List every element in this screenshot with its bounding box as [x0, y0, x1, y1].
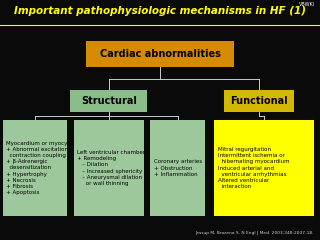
- FancyBboxPatch shape: [70, 90, 147, 112]
- FancyBboxPatch shape: [224, 90, 294, 112]
- Text: Structural: Structural: [81, 96, 137, 106]
- Text: Cardiac abnormalities: Cardiac abnormalities: [100, 49, 220, 59]
- FancyBboxPatch shape: [214, 120, 314, 216]
- Text: Left ventricular chamber
+ Remodeling
   – Dilation
   – Increased sphericity
  : Left ventricular chamber + Remodeling – …: [77, 150, 145, 186]
- Text: Important pathophysiologic mechanisms in HF (1): Important pathophysiologic mechanisms in…: [14, 6, 306, 16]
- Text: Mitral regurgitation
Intermittent ischemia or
  hibernating myocardium
Induced a: Mitral regurgitation Intermittent ischem…: [218, 147, 289, 189]
- Text: Myocardium or myocyte
+ Abnormal excitation-
  contraction coupling
+ β-Adrenerg: Myocardium or myocyte + Abnormal excitat…: [6, 141, 73, 195]
- Text: Coronary arteries
+ Obstruction
+ Inflammation: Coronary arteries + Obstruction + Inflam…: [154, 159, 202, 177]
- FancyBboxPatch shape: [3, 120, 67, 216]
- FancyBboxPatch shape: [150, 120, 205, 216]
- Text: VBWKI: VBWKI: [299, 2, 315, 7]
- FancyBboxPatch shape: [86, 41, 234, 67]
- Text: Functional: Functional: [230, 96, 288, 106]
- FancyBboxPatch shape: [74, 120, 144, 216]
- Text: Jessup M, Brozena S. N Engl J Med. 2003;348:2007-18.: Jessup M, Brozena S. N Engl J Med. 2003;…: [195, 231, 314, 235]
